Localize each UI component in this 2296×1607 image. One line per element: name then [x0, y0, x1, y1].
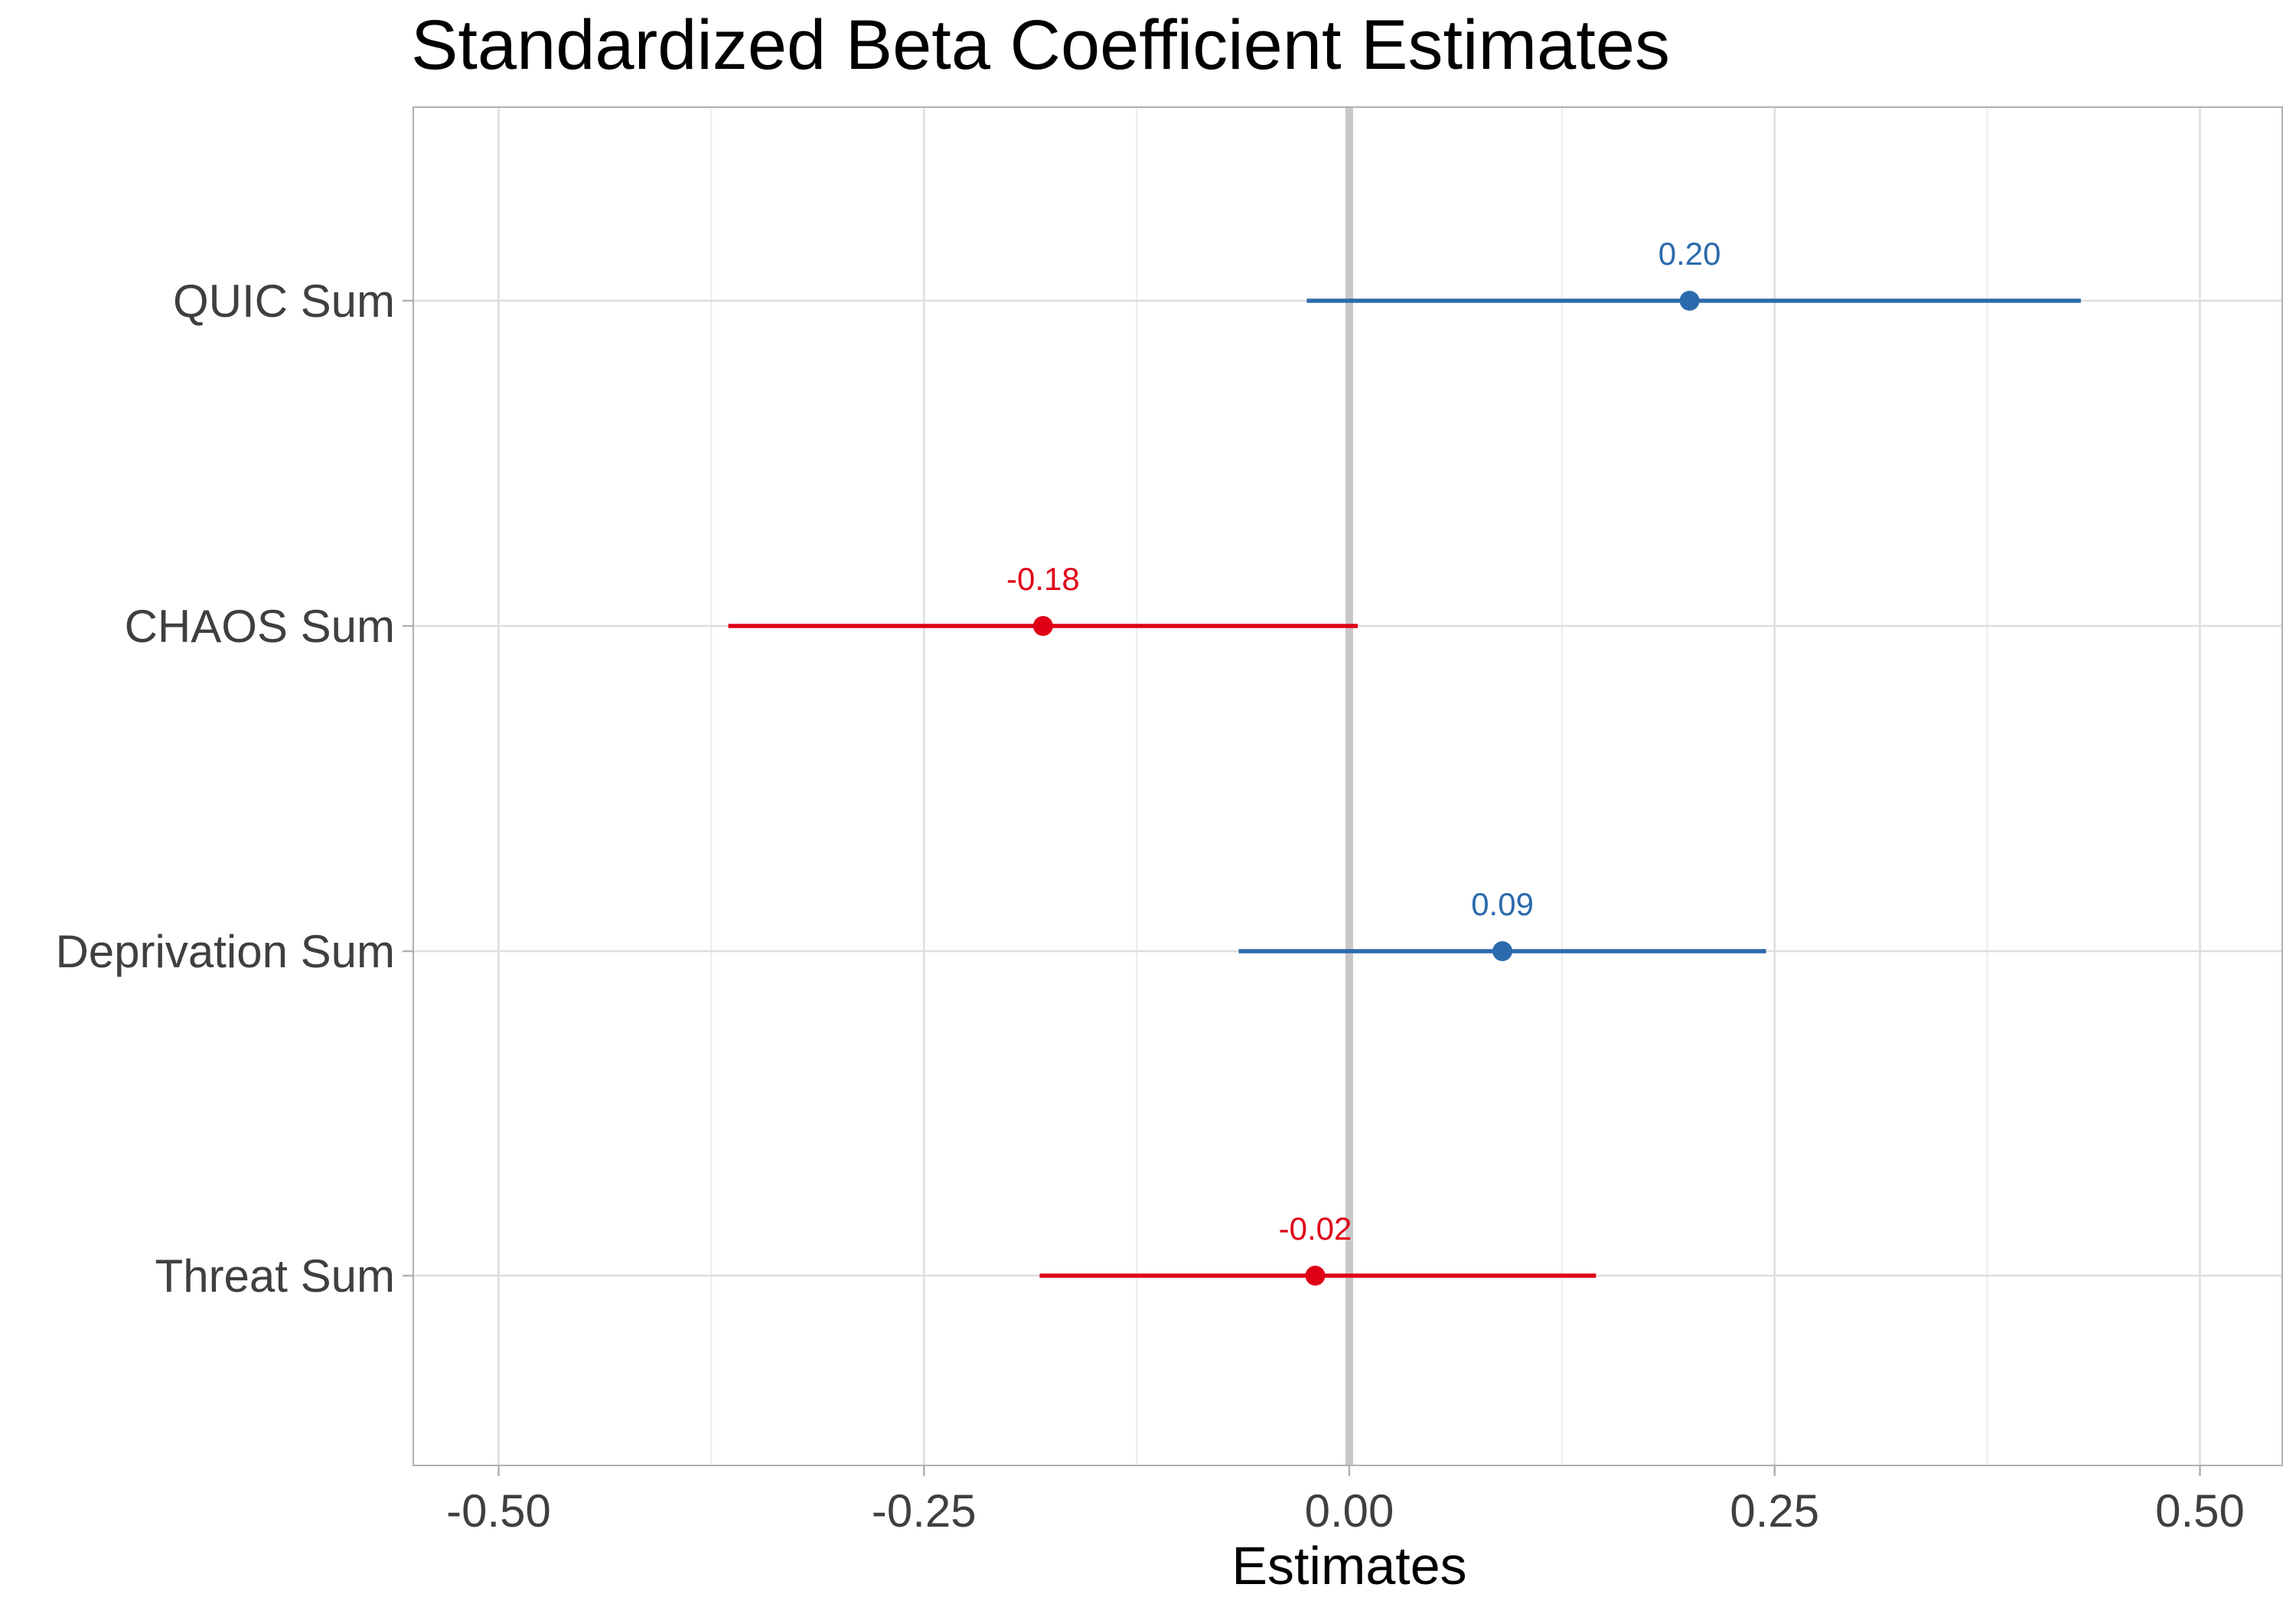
y-axis: QUIC Sum CHAOS Sum Deprivation Sum Threat S…: [55, 275, 413, 1302]
estimate-group: 0.20: [1306, 236, 2081, 311]
y-tick-label: QUIC Sum: [173, 275, 395, 327]
estimate-point: [1492, 941, 1513, 961]
x-tick-label: -0.25: [872, 1485, 977, 1537]
estimate-point: [1679, 291, 1700, 311]
plot-marks: 0.20 -0.18 0.09 -0.02: [728, 236, 2081, 1286]
x-axis-label: Estimates: [1231, 1536, 1466, 1596]
estimate-label: 0.09: [1471, 886, 1534, 922]
x-tick-label: 0.25: [1730, 1485, 1819, 1537]
estimate-point: [1032, 616, 1053, 636]
x-tick-label: 0.00: [1305, 1485, 1394, 1537]
estimate-group: -0.02: [1039, 1211, 1596, 1286]
x-axis: -0.50 -0.25 0.00 0.25 0.50: [446, 1465, 2245, 1537]
y-tick-label: Deprivation Sum: [55, 926, 395, 977]
estimate-group: 0.09: [1238, 886, 1766, 961]
plot-panel-border: [413, 106, 2283, 1466]
estimate-label: -0.18: [1006, 561, 1080, 597]
estimate-label: 0.20: [1658, 236, 1721, 272]
estimate-group: -0.18: [728, 561, 1358, 636]
estimate-point: [1305, 1266, 1326, 1286]
y-tick-label: Threat Sum: [155, 1250, 395, 1302]
estimate-label: -0.02: [1279, 1211, 1352, 1247]
x-tick-label: 0.50: [2155, 1485, 2245, 1537]
chart-title: Standardized Beta Coefficient Estimates: [411, 6, 1670, 84]
y-tick-label: CHAOS Sum: [125, 601, 395, 652]
x-tick-label: -0.50: [446, 1485, 551, 1537]
